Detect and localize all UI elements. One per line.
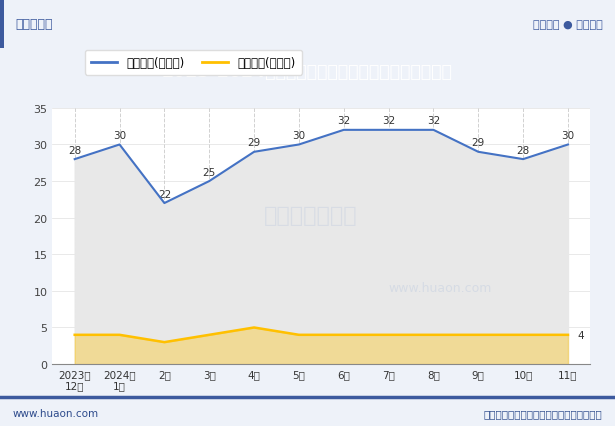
Legend: 出口总额(亿美元), 进口总额(亿美元): 出口总额(亿美元), 进口总额(亿美元) xyxy=(85,51,302,75)
Text: 数据来源：中国海关，华经产业研究院整理: 数据来源：中国海关，华经产业研究院整理 xyxy=(484,408,603,418)
Text: 29: 29 xyxy=(472,138,485,148)
Text: 2023-2024年中山市商品收发货人所在地进、出口额: 2023-2024年中山市商品收发货人所在地进、出口额 xyxy=(162,62,453,81)
Text: 30: 30 xyxy=(292,131,306,141)
Text: 32: 32 xyxy=(337,116,351,126)
Text: www.huaon.com: www.huaon.com xyxy=(12,408,98,418)
Text: www.huaon.com: www.huaon.com xyxy=(388,281,491,294)
Text: 华经产业研究院: 华经产业研究院 xyxy=(264,206,357,226)
Text: 29: 29 xyxy=(247,138,261,148)
Text: 30: 30 xyxy=(561,131,574,141)
Text: 32: 32 xyxy=(382,116,395,126)
Text: 4: 4 xyxy=(578,330,584,340)
Text: 30: 30 xyxy=(113,131,126,141)
Text: 华经情报网: 华经情报网 xyxy=(15,18,53,31)
Bar xyxy=(0,0,4,49)
Text: 22: 22 xyxy=(158,189,171,199)
Text: 25: 25 xyxy=(202,167,216,177)
Text: 专业严谨 ● 客观科学: 专业严谨 ● 客观科学 xyxy=(533,20,603,29)
Text: 32: 32 xyxy=(427,116,440,126)
Text: 28: 28 xyxy=(517,145,530,155)
Text: 28: 28 xyxy=(68,145,81,155)
